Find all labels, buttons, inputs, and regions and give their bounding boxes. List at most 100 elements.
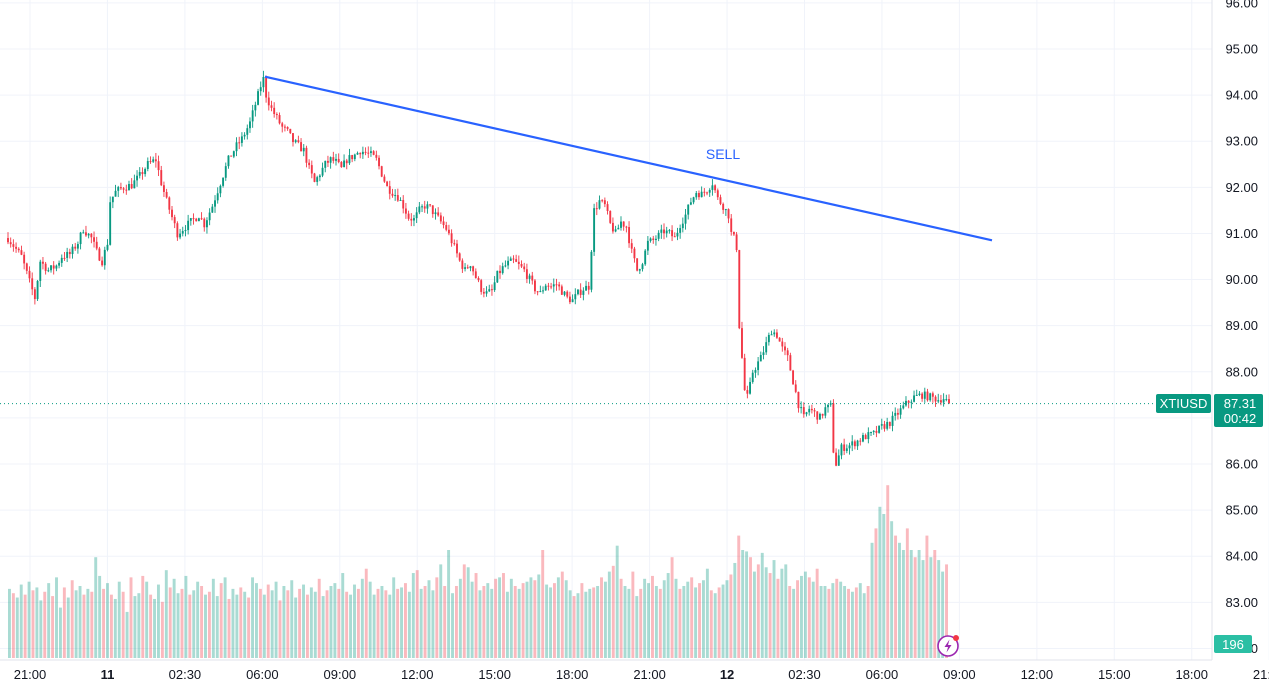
candle-body [82,232,85,234]
candle-body [222,177,225,186]
candle-body [794,384,797,392]
candle-body [714,185,717,191]
candle-body [195,218,198,222]
volume-bar [11,593,15,658]
lightning-icon[interactable] [937,635,959,657]
volume-bar [647,583,651,658]
candle-body [101,260,104,266]
volume-bar [31,590,35,658]
candle-body [888,422,891,426]
candle-body [593,208,596,252]
volume-bar [811,581,815,658]
trendline[interactable] [264,75,993,242]
candle-body [351,155,354,160]
volume-bar [70,580,74,658]
volume-bar [462,564,466,658]
candle-body [692,197,695,203]
volume-bar [262,594,266,658]
trendline-drawing[interactable]: SELL [264,75,993,242]
volume-bar [521,583,525,658]
volume-bar [255,583,258,658]
volume-bar [251,577,255,658]
volume-bar [678,588,682,658]
volume-bar [850,591,854,658]
candle-body [434,212,437,215]
volume-bar [725,580,729,658]
candle-body [743,357,746,391]
x-tick-label: 02:30 [788,667,821,682]
candle-body [66,251,69,258]
candle-body [63,257,66,259]
candle-body [684,214,687,224]
candle-body [232,151,235,157]
candle-body [394,195,397,197]
volume-bar [894,535,898,658]
volume-bar [600,577,603,658]
candle-body [370,151,372,153]
volume-bar [396,588,400,658]
candle-body [789,355,792,371]
candle-body [189,218,192,221]
candle-body [200,218,203,220]
volume-bar [15,597,19,658]
volume-bar [117,581,121,658]
volume-bar [760,552,764,658]
y-tick-label: 89.00 [1225,318,1258,333]
volume-bar [690,577,694,658]
volume-bar [505,591,509,658]
candle-body [93,237,95,242]
price-axis[interactable]: 96.00 95.00 94.00 93.00 92.00 91.00 90.00 89.00… [1225,0,1258,656]
candle-body [133,180,136,189]
candle-body [907,400,910,403]
volume-bar [474,573,478,658]
candle-body [413,218,415,221]
candle-body [464,267,467,269]
candle-body [12,244,15,247]
volume-bar [854,587,858,658]
y-tick-label: 91.00 [1225,226,1258,241]
candle-body [695,193,698,198]
candle-body [335,158,337,161]
volume-bar [878,506,882,658]
candle-body [880,424,883,426]
volume-bar [921,560,925,658]
candle-body [31,278,34,290]
candle-body [270,105,273,108]
candle-body [114,190,117,197]
x-tick-label: 21:00 [14,667,47,682]
candle-body [568,296,571,303]
candle-body [165,191,168,198]
candle-body [383,176,386,182]
volume-bar [113,598,117,658]
symbol-label: XTIUSD [1156,394,1211,413]
candle-body [485,291,488,294]
candle-body [380,166,383,177]
volume-bar [121,591,125,658]
candle-body [211,206,214,213]
volume-bar [407,591,411,658]
volume-bar [513,586,517,658]
volume-bar [223,577,227,658]
volume-bar [901,550,905,658]
volume-bar [419,588,423,658]
volume-bar [172,578,176,658]
x-tick-label: 09:00 [943,667,976,682]
candle-body [461,260,464,269]
candle-body [534,280,536,292]
volume-bar [270,590,274,658]
volume-bar [631,571,635,658]
volume-bar [862,593,866,658]
candle-body [689,202,692,205]
candle-body [741,328,743,358]
time-axis[interactable]: 21:00 11 02:30 06:00 09:00 12:00 15:00 18:00 21:… [14,667,1269,682]
candle-body [340,162,343,168]
candle-body [757,361,760,371]
candle-body [318,175,321,178]
volume-bar [153,598,156,658]
volume-bar [164,570,168,658]
candle-body [609,210,612,223]
volume-bar [509,578,513,658]
candle-body [482,291,485,294]
candle-body [442,221,445,226]
